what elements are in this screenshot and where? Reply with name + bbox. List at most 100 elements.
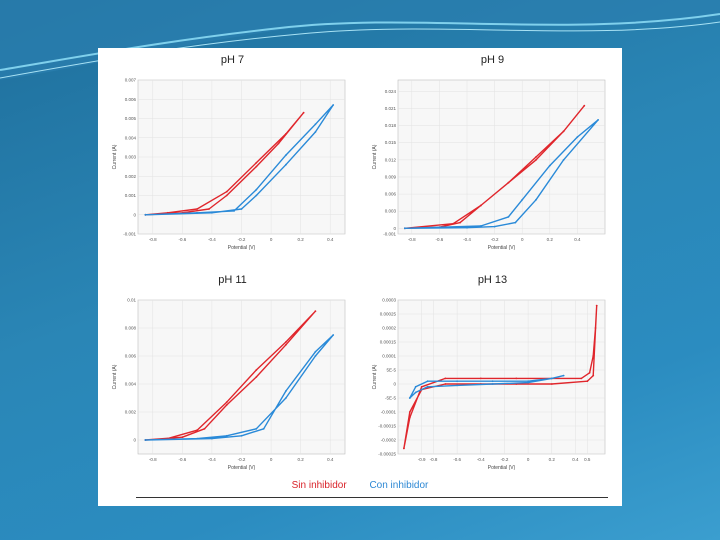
data-point [535,156,537,158]
data-point [302,111,305,114]
chart-title: pH 13 [477,274,508,286]
x-tick-label: 0.2 [298,457,305,462]
x-tick-label: -0.9 [418,457,426,462]
data-point [548,164,551,167]
x-tick-label: 0.5 [584,457,591,462]
y-tick-label: 0.002 [125,410,137,415]
data-point [521,198,524,201]
x-axis-label: Potential (V) [488,465,516,471]
y-tick-label: 5E-5 [386,368,396,373]
data-point [255,188,258,191]
data-point [225,194,228,197]
x-tick-label: -0.6 [178,237,186,242]
data-point [527,381,529,384]
y-tick-label: 0.006 [125,354,137,359]
y-axis-label: Current (A) [372,144,378,169]
x-tick-label: -0.8 [408,237,416,242]
data-point [595,304,598,307]
x-tick-label: -0.4 [477,457,485,462]
chart-title: pH 7 [220,54,245,66]
data-point [507,216,510,218]
y-tick-label: 0.006 [385,192,397,197]
chart-panel-ph11: pH 11 0 0.002 0.004 0.006 0.008 0.01 -0.8 -0.6 -… [110,274,355,481]
x-tick-label: 0.2 [298,237,305,242]
x-tick-label: 0 [527,457,530,462]
data-point [515,377,518,380]
y-tick-label: -0.0002 [381,438,397,443]
data-point [196,437,198,440]
x-axis-label: Potential (V) [228,245,256,251]
data-point [562,159,565,161]
legend-divider [136,497,608,498]
data-point [225,190,228,193]
data-point [144,439,147,441]
data-point [586,380,589,383]
y-tick-label: 0 [393,226,396,231]
data-point [580,377,583,380]
y-tick-label: 0.006 [125,97,137,102]
y-axis-label: Current (A) [372,364,378,389]
y-tick-label: -0.001 [123,232,136,237]
data-point [314,350,317,353]
y-tick-label: 0.012 [385,157,397,162]
data-point [444,377,447,380]
y-tick-label: 0.00015 [380,340,397,345]
data-point [332,104,335,106]
y-tick-label: 0.007 [125,78,137,83]
data-point [456,380,458,383]
data-point [208,208,210,210]
data-point [255,369,258,371]
data-point [562,374,565,377]
chart-ph13: -0.00025 -0.0002 -0.00015 -0.0001 -5E-5 0 5E-5… [372,298,606,471]
data-point [285,397,287,399]
slide-content-card: pH 7 -0.001 0 0.001 0.002 0.003 0.004 0.005 0.0… [98,48,622,506]
data-point [314,310,317,313]
y-tick-label: 0.002 [125,174,137,179]
data-point [414,391,417,394]
data-point [255,427,258,430]
x-tick-label: -0.4 [208,457,216,462]
x-tick-label: 0 [521,237,524,242]
chart-panel-ph7: pH 7 -0.001 0 0.001 0.002 0.003 0.004 0.005 0.0… [110,54,355,261]
y-axis-label: Current (A) [112,144,118,169]
data-point [240,434,243,437]
x-tick-label: -0.8 [149,237,157,242]
data-point [493,225,496,228]
y-tick-label: 0.003 [385,209,397,214]
y-tick-label: 0.001 [125,193,137,198]
y-tick-label: -0.0001 [381,410,397,415]
data-point [594,327,597,329]
y-tick-label: 0.015 [385,140,397,145]
x-axis-label: Potential (V) [488,245,516,251]
data-point [285,341,287,343]
data-point [491,380,494,383]
data-point [332,334,335,336]
data-point [466,226,468,229]
data-point [144,213,147,216]
data-point [408,416,411,419]
data-point [203,427,206,430]
x-tick-label: -0.8 [430,457,438,462]
data-point [403,447,405,450]
data-point [408,411,411,413]
data-point [420,385,423,388]
chart-title: pH 9 [480,54,505,66]
data-point [426,380,429,383]
data-point [404,227,406,230]
data-point [479,204,482,207]
data-point [285,390,287,392]
data-point [527,380,529,383]
x-tick-label: -0.4 [463,237,471,242]
plot-area [397,79,606,235]
x-tick-label: -0.2 [238,237,246,242]
data-point [196,429,198,432]
data-point [583,104,586,107]
data-point [550,377,553,380]
chart-panel-ph9: pH 9 -0.001 0 0.003 0.006 0.009 0.012 0.015 0.0… [370,54,615,261]
x-tick-label: 0 [270,237,273,242]
data-point [211,437,213,440]
x-axis-label: Potential (V) [228,465,256,471]
x-tick-label: -0.2 [238,457,246,462]
data-point [225,404,228,406]
data-point [285,163,287,166]
